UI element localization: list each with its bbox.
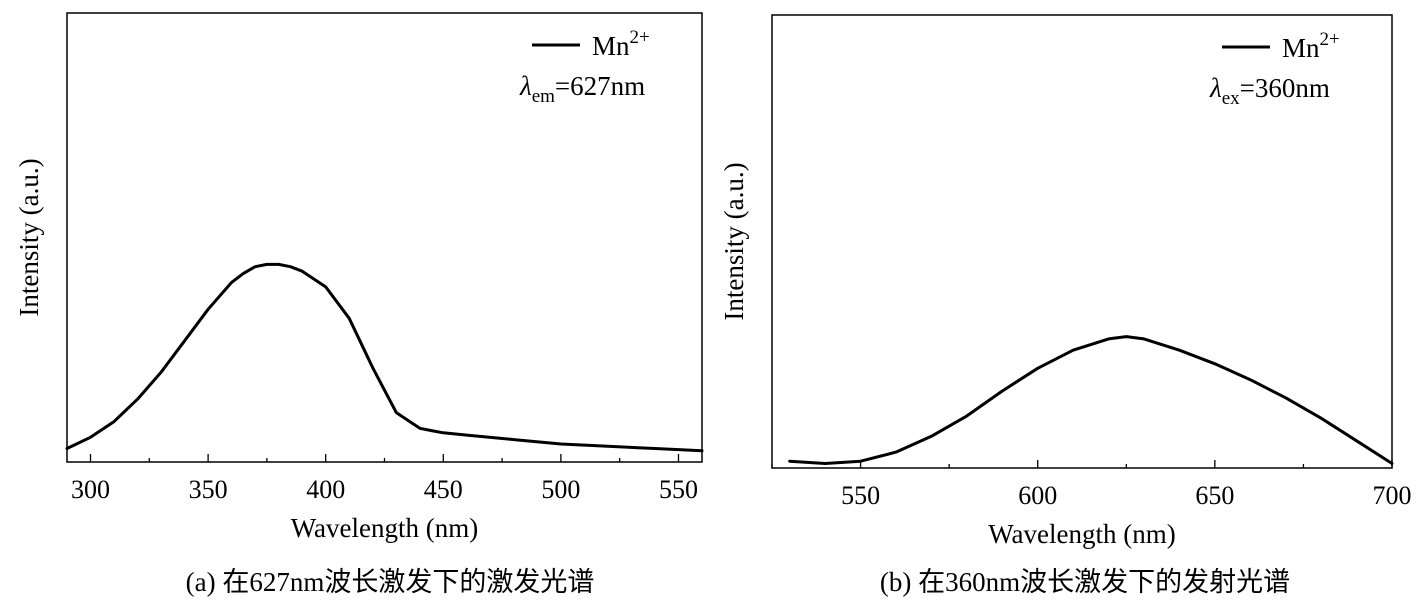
plot-frame (771, 14, 1393, 469)
y-axis-title: Intensity (a.u.) (14, 158, 44, 316)
x-tick-label: 550 (841, 481, 880, 510)
legend-note: λem=627nm (519, 71, 645, 107)
x-axis-title: Wavelength (nm) (291, 513, 479, 543)
x-tick-label: 550 (659, 475, 698, 504)
x-tick-label: 350 (189, 475, 228, 504)
x-tick-label: 700 (1373, 481, 1412, 510)
x-tick-label: 450 (424, 475, 463, 504)
x-tick-label: 500 (541, 475, 580, 504)
legend-note: λex=360nm (1209, 73, 1330, 109)
x-tick-label: 600 (1018, 481, 1057, 510)
x-tick-label: 300 (71, 475, 110, 504)
legend-label: Mn2+ (592, 27, 650, 61)
y-axis-title: Intensity (a.u.) (719, 162, 749, 320)
x-tick-label: 650 (1195, 481, 1234, 510)
x-tick-label: 400 (306, 475, 345, 504)
legend-label: Mn2+ (1282, 29, 1340, 63)
series-line (788, 335, 1394, 465)
caption-a: (a) 在627nm波长激发下的激发光谱 (185, 567, 595, 597)
series-line (65, 262, 704, 453)
chart-panel-b: 550 600 650 700 Wavelength (nm) Intensity (a.… (719, 14, 1412, 549)
x-axis-title: Wavelength (nm) (988, 519, 1176, 549)
caption-b: (b) 在360nm波长激发下的发射光谱 (879, 567, 1291, 597)
chart-panel-a: 300 350 400 450 500 550 Wavelength (nm) Intensi… (14, 12, 704, 543)
